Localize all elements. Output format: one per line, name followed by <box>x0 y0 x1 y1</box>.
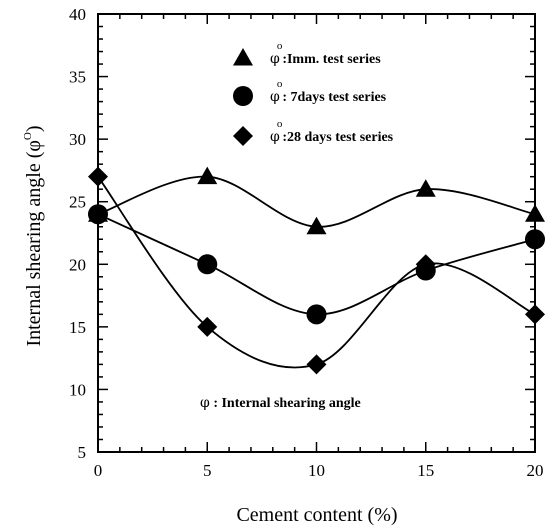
curves <box>97 175 536 369</box>
y-tick-label: 15 <box>69 318 86 337</box>
x-tick-label: 20 <box>527 461 544 480</box>
x-tick-label: 10 <box>308 461 325 480</box>
series-0-point-4 <box>525 204 545 222</box>
series-1-point-0 <box>88 204 108 225</box>
series-0-point-1 <box>197 166 218 185</box>
legend-label-1: φo: 7days test series <box>270 78 387 105</box>
series-2-point-1 <box>197 316 218 337</box>
annotation: φ : Internal shearing angle <box>200 395 361 411</box>
legend-label-2: φo:28 days test series <box>270 118 394 145</box>
y-tick-label: 10 <box>69 380 86 399</box>
markers <box>88 166 545 375</box>
series-2-point-3 <box>415 254 436 275</box>
series-0-point-3 <box>415 179 436 197</box>
legend-marker-0 <box>233 48 253 66</box>
legend-label-0: φo:Imm. test series <box>270 40 381 67</box>
series-2-point-0 <box>88 166 108 187</box>
y-tick-label: 35 <box>69 68 86 87</box>
y-tick-label: 30 <box>69 130 86 149</box>
x-axis-label: Cement content (%) <box>236 504 397 526</box>
series-0-point-2 <box>306 216 327 235</box>
legend-marker-2 <box>233 126 253 146</box>
legend-marker-1 <box>233 86 253 106</box>
series-1-point-4 <box>525 229 545 250</box>
legend: φo:Imm. test series φo: 7days test series… <box>233 40 394 146</box>
x-tick-label: 5 <box>203 461 212 480</box>
series-2-point-4 <box>525 304 545 325</box>
y-tick-label: 25 <box>69 193 86 212</box>
y-axis-label: Internal shearing angle (φO) <box>22 125 45 346</box>
y-tick-label: 40 <box>69 5 86 24</box>
series-2-line <box>97 176 536 369</box>
series-1-point-2 <box>306 304 327 325</box>
annotation-text: φ : Internal shearing angle <box>200 395 361 411</box>
y-tick-label: 5 <box>78 443 87 462</box>
x-tick-label: 15 <box>417 461 434 480</box>
y-tick-label: 20 <box>69 255 86 274</box>
series-1-point-1 <box>197 254 218 275</box>
series-2-point-2 <box>306 354 327 375</box>
x-tick-label: 0 <box>94 461 103 480</box>
